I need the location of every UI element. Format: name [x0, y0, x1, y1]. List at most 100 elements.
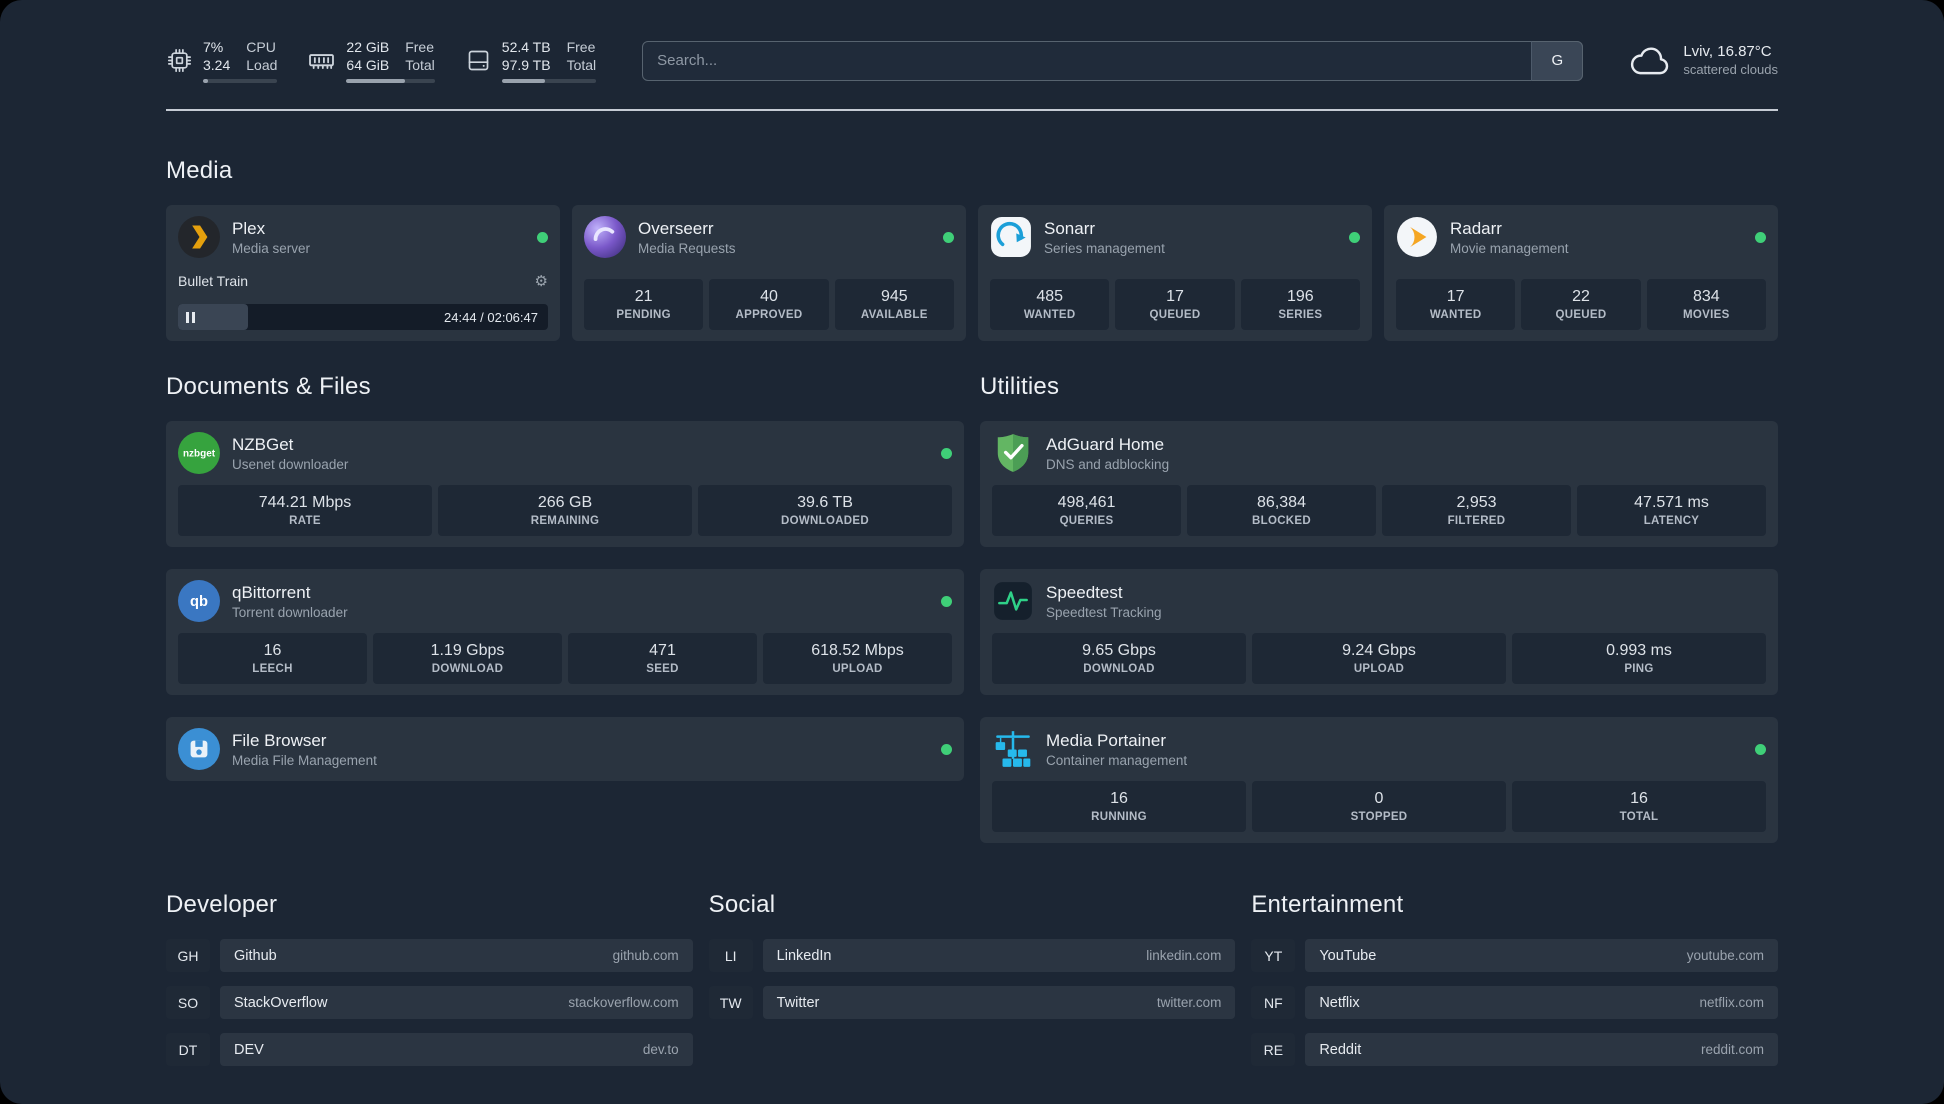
service-name: Plex	[232, 218, 266, 238]
stat-label: WANTED	[1023, 309, 1076, 322]
section-title-utilities: Utilities	[980, 373, 1060, 401]
bookmark-github[interactable]: GH Github github.com	[166, 939, 693, 973]
disk-widget: 52.4 TB 97.9 TB Free Total	[465, 38, 597, 84]
stat-tile: 16 RUNNING	[992, 781, 1246, 833]
nzbget-icon: nzbget	[178, 432, 220, 475]
bookmark-abbr: TW	[708, 986, 753, 1020]
bookmark-twitter[interactable]: TW Twitter twitter.com	[708, 986, 1236, 1020]
service-card-overseerr[interactable]: Overseerr Media Requests 21 PENDING 40 A…	[572, 205, 966, 342]
bookmark-group-developer: Developer GH Github github.com SO StackO…	[166, 891, 693, 1067]
stat-tile: 834 MOVIES	[1646, 279, 1766, 331]
bookmark-stackoverflow[interactable]: SO StackOverflow stackoverflow.com	[166, 986, 693, 1020]
service-description: Container management	[1046, 752, 1188, 768]
bookmark-link[interactable]: Reddit reddit.com	[1305, 1033, 1778, 1067]
gear-icon[interactable]: ⚙	[534, 273, 548, 291]
cpu-progress-fill	[203, 79, 209, 84]
bookmark-linkedin[interactable]: LI LinkedIn linkedin.com	[708, 939, 1236, 973]
service-card-speedtest[interactable]: Speedtest Speedtest Tracking 9.65 Gbps D…	[980, 569, 1778, 696]
stat-tile: 47.571 ms LATENCY	[1577, 485, 1766, 537]
bookmark-link[interactable]: StackOverflow stackoverflow.com	[220, 986, 693, 1020]
memory-widget: 22 GiB 64 GiB Free Total	[307, 38, 435, 84]
stat-label: UPLOAD	[1353, 663, 1405, 676]
stat-label: PENDING	[616, 309, 671, 322]
stat-tile: 9.24 Gbps UPLOAD	[1252, 633, 1506, 685]
service-name: Media Portainer	[1046, 730, 1167, 750]
bookmark-netflix[interactable]: NF Netflix netflix.com	[1251, 986, 1778, 1020]
disk-progress-fill	[501, 79, 546, 84]
bookmark-group-title: Entertainment	[1251, 891, 1404, 919]
stat-label: QUERIES	[1059, 515, 1114, 528]
stat-label: TOTAL	[1619, 811, 1659, 824]
status-dot	[941, 595, 952, 607]
bookmark-youtube[interactable]: YT YouTube youtube.com	[1251, 939, 1778, 973]
overseerr-icon	[584, 216, 626, 259]
stat-value: 834	[1692, 288, 1720, 306]
stat-label: AVAILABLE	[860, 309, 928, 322]
bookmark-url: twitter.com	[1156, 995, 1222, 1011]
stat-label: SEED	[646, 663, 679, 676]
stat-tile: 16 TOTAL	[1512, 781, 1766, 833]
sonarr-icon	[990, 216, 1032, 258]
service-card-nzbget[interactable]: nzbget NZBGet Usenet downloader 74	[166, 421, 964, 548]
stat-value: 16	[1110, 790, 1128, 808]
stat-tile: 266 GB REMAINING	[438, 485, 692, 537]
stat-value: 0	[1374, 790, 1384, 808]
bookmark-name: LinkedIn	[776, 947, 832, 964]
bookmark-name: YouTube	[1319, 947, 1377, 964]
bookmark-link[interactable]: YouTube youtube.com	[1305, 939, 1778, 973]
speedtest-icon	[992, 580, 1034, 622]
section-documents: Documents & Files nzbget	[166, 373, 964, 843]
disk-free-label: Free	[566, 39, 596, 55]
status-dot	[943, 231, 954, 243]
filebrowser-icon	[178, 728, 220, 771]
service-card-radarr[interactable]: Radarr Movie management 17 WANTED 22 QUE…	[1384, 205, 1778, 342]
pause-button[interactable]	[186, 311, 195, 323]
service-card-qbittorrent[interactable]: qb qBittorrent Torrent downloader	[166, 569, 964, 696]
stat-label: UPLOAD	[832, 663, 883, 676]
service-card-adguard[interactable]: AdGuard Home DNS and adblocking 498,461 …	[980, 421, 1778, 548]
stat-label: RUNNING	[1091, 811, 1147, 824]
disk-total-value: 97.9 TB	[501, 57, 551, 74]
status-dot	[1349, 231, 1360, 243]
service-card-filebrowser[interactable]: File Browser Media File Management	[166, 717, 964, 782]
service-name: Radarr	[1450, 218, 1502, 238]
stat-label: MOVIES	[1683, 309, 1730, 322]
section-title-documents: Documents & Files	[166, 373, 371, 401]
cloud-icon	[1629, 45, 1671, 77]
service-card-portainer[interactable]: Media Portainer Container management 16 …	[980, 717, 1778, 844]
bookmark-link[interactable]: Twitter twitter.com	[762, 986, 1236, 1020]
service-name: Speedtest	[1046, 582, 1123, 602]
service-card-sonarr[interactable]: Sonarr Series management 485 WANTED 17 Q…	[978, 205, 1372, 342]
bookmark-name: Github	[234, 947, 277, 964]
cpu-load-value: 3.24	[203, 57, 231, 74]
search-provider-button[interactable]: G	[1531, 40, 1584, 81]
bookmark-abbr: LI	[708, 939, 753, 973]
memory-progress-bar	[346, 79, 435, 84]
stat-label: LATENCY	[1643, 515, 1700, 528]
bookmark-name: Reddit	[1319, 1041, 1362, 1058]
plex-progress-bar[interactable]: 24:44 / 02:06:47	[178, 304, 548, 331]
bookmark-link[interactable]: DEV dev.to	[220, 1033, 693, 1067]
stat-value: 196	[1286, 288, 1314, 306]
bookmark-link[interactable]: LinkedIn linkedin.com	[762, 939, 1236, 973]
stat-value: 86,384	[1257, 494, 1306, 512]
disk-icon	[465, 47, 492, 74]
bookmark-dev[interactable]: DT DEV dev.to	[166, 1033, 693, 1067]
service-description: Speedtest Tracking	[1046, 604, 1162, 620]
stat-tile: 498,461 QUERIES	[992, 485, 1181, 537]
stat-label: STOPPED	[1350, 811, 1408, 824]
stat-value: 618.52 Mbps	[811, 642, 904, 660]
bookmark-abbr: GH	[166, 939, 210, 973]
bookmark-reddit[interactable]: RE Reddit reddit.com	[1251, 1033, 1778, 1067]
bookmark-link[interactable]: Github github.com	[220, 939, 693, 973]
search-input[interactable]	[642, 40, 1584, 81]
status-dot	[941, 743, 952, 755]
memory-total-label: Total	[405, 57, 435, 74]
search-bar: G	[642, 40, 1584, 81]
service-card-plex[interactable]: Plex Media server Bullet Train ⚙ 24:44	[166, 205, 560, 342]
section-utilities: Utilities	[980, 373, 1778, 844]
bookmark-link[interactable]: Netflix netflix.com	[1305, 986, 1778, 1020]
memory-progress-fill	[346, 79, 405, 84]
stat-value: 498,461	[1057, 494, 1116, 512]
stat-value: 471	[649, 642, 676, 660]
